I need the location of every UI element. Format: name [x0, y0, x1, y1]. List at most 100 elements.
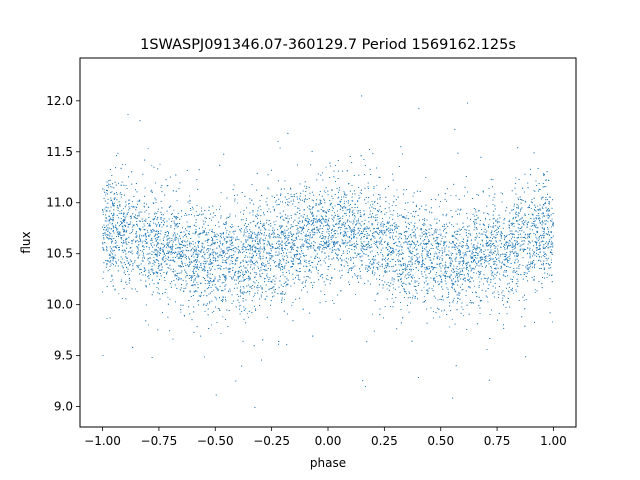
data-point — [279, 268, 281, 270]
data-point — [528, 206, 530, 208]
data-point — [232, 244, 234, 246]
data-point — [469, 249, 471, 251]
data-point — [331, 210, 333, 211]
data-point — [112, 201, 113, 203]
data-point — [226, 261, 227, 263]
data-point — [370, 204, 371, 206]
data-point — [340, 229, 341, 231]
data-point — [402, 258, 404, 260]
data-point — [162, 238, 164, 240]
data-point — [269, 281, 271, 283]
data-point — [376, 184, 378, 186]
data-point — [384, 232, 385, 234]
data-point — [253, 296, 254, 298]
data-point — [523, 237, 525, 239]
data-point — [106, 236, 107, 238]
data-point — [144, 225, 146, 227]
data-point — [410, 213, 412, 214]
data-point — [517, 261, 519, 263]
data-point — [285, 285, 287, 287]
data-point — [525, 238, 527, 239]
data-point — [390, 213, 392, 215]
data-point — [543, 228, 544, 230]
data-point — [153, 257, 155, 259]
data-point — [315, 267, 317, 269]
data-point — [333, 234, 335, 236]
data-point — [421, 224, 423, 225]
data-point — [522, 239, 524, 241]
data-point — [278, 265, 279, 267]
data-point — [254, 271, 256, 273]
data-point — [527, 267, 529, 268]
data-point — [476, 272, 477, 274]
data-point — [280, 201, 281, 203]
data-point — [335, 230, 337, 231]
data-point — [131, 270, 133, 272]
data-point — [136, 240, 138, 242]
data-point — [296, 225, 298, 227]
data-point — [111, 249, 113, 251]
data-point — [188, 243, 190, 245]
data-point — [471, 246, 473, 248]
data-point — [326, 215, 327, 217]
data-point — [517, 240, 518, 242]
data-point — [274, 275, 276, 277]
data-point — [139, 269, 141, 271]
data-point — [292, 243, 294, 245]
data-point — [370, 244, 372, 245]
data-point — [409, 283, 411, 285]
data-point — [429, 257, 431, 259]
data-point — [451, 235, 453, 237]
data-point — [142, 242, 144, 244]
data-point — [269, 259, 271, 261]
data-point — [406, 215, 408, 217]
data-point — [129, 259, 131, 261]
data-point — [125, 215, 127, 217]
data-point — [331, 218, 333, 220]
data-point — [133, 215, 135, 217]
data-point — [277, 241, 279, 243]
data-point — [186, 272, 188, 274]
data-point — [505, 258, 507, 260]
data-point — [310, 220, 312, 222]
data-point — [263, 263, 265, 265]
data-point — [406, 238, 408, 240]
data-point — [205, 270, 206, 272]
data-point — [247, 225, 249, 227]
data-point — [275, 199, 277, 201]
data-point — [313, 225, 315, 227]
data-point — [410, 259, 412, 261]
data-point — [545, 242, 546, 244]
data-point — [457, 278, 458, 280]
data-point — [456, 302, 458, 304]
data-point — [325, 166, 327, 168]
data-point — [156, 237, 158, 238]
data-point — [123, 208, 124, 210]
data-point — [216, 209, 217, 211]
data-point — [132, 230, 134, 232]
data-point — [173, 209, 175, 211]
data-point — [126, 229, 128, 231]
data-point — [407, 246, 409, 248]
data-point — [516, 230, 517, 232]
data-point — [382, 275, 384, 277]
data-point — [463, 226, 465, 228]
data-point — [323, 248, 325, 250]
data-point — [385, 230, 387, 232]
data-point — [296, 238, 298, 240]
data-point — [288, 201, 290, 203]
data-point — [495, 275, 497, 277]
data-point — [309, 235, 311, 237]
data-point — [148, 324, 149, 326]
data-point — [542, 216, 544, 218]
data-point — [530, 201, 532, 203]
data-point — [238, 270, 240, 272]
data-point — [150, 262, 152, 264]
data-point — [233, 233, 235, 235]
data-point — [271, 281, 273, 282]
data-point — [372, 223, 374, 225]
data-point — [271, 233, 273, 235]
data-point — [149, 252, 151, 254]
data-point — [343, 259, 345, 261]
data-point — [533, 189, 535, 191]
